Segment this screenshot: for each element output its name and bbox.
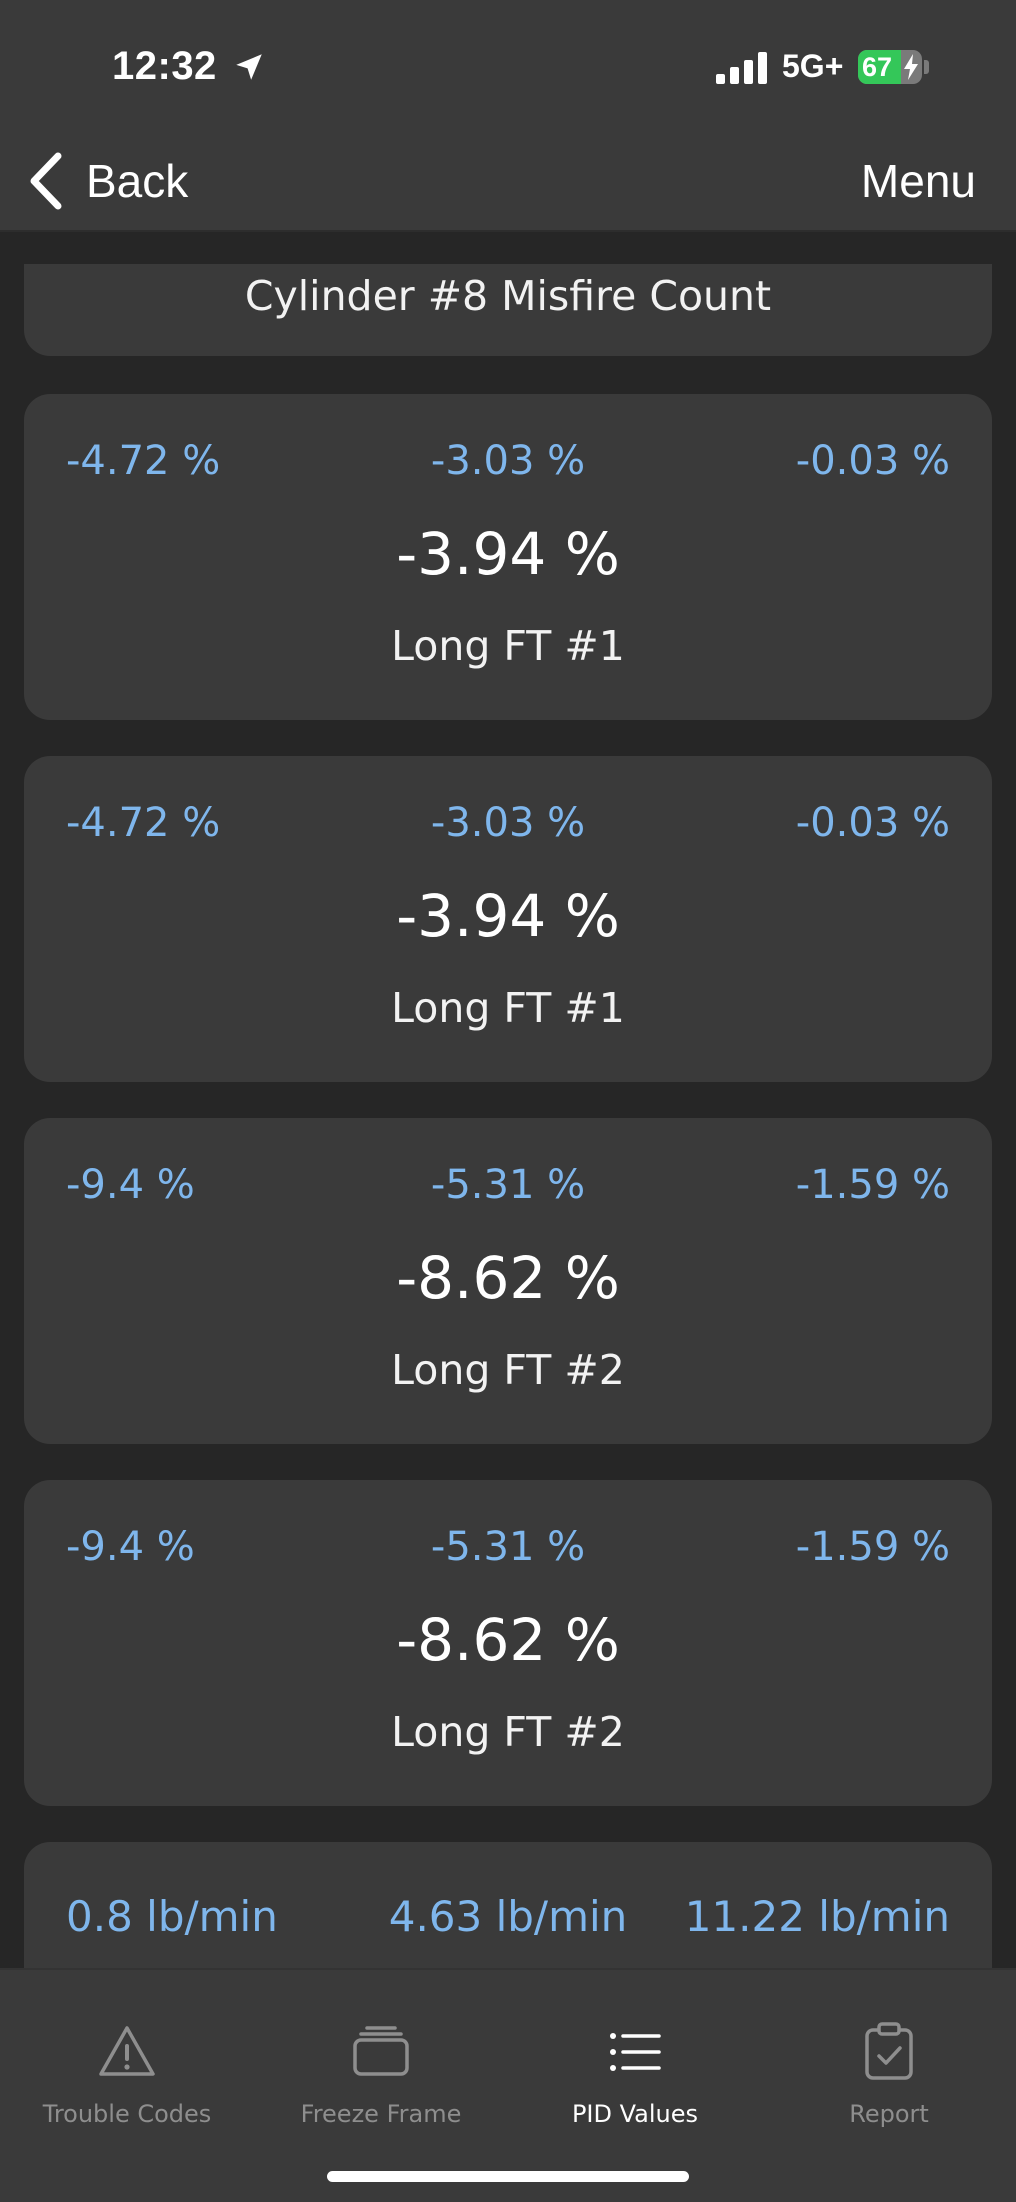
battery-cap xyxy=(924,60,929,74)
battery-indicator: 67 xyxy=(858,50,922,84)
charging-bolt-icon xyxy=(904,54,918,80)
warning-triangle-icon xyxy=(99,2026,155,2076)
battery-level: 67 xyxy=(862,52,893,82)
network-type: 5G+ xyxy=(782,48,844,84)
tab-label: Trouble Codes xyxy=(42,2100,212,2128)
pid-avg-value: 4.63 lb/min xyxy=(388,1892,628,1941)
tab-trouble-codes[interactable]: Trouble Codes xyxy=(0,1970,254,2140)
pid-card[interactable]: -9.4 % -5.31 % -1.59 % -8.62 % Long FT #… xyxy=(24,1480,992,1806)
stacked-frames-icon xyxy=(353,2026,409,2076)
pid-name: Long FT #1 xyxy=(391,984,625,1032)
pid-min-value: -4.72 % xyxy=(66,438,221,484)
clipboard-check-icon xyxy=(865,2022,913,2080)
tab-pid-values[interactable]: PID Values xyxy=(508,1970,762,2140)
status-time: 12:32 xyxy=(112,44,217,88)
pid-avg-value: -3.03 % xyxy=(430,438,586,484)
tab-bar: Trouble Codes Freeze Frame PID Values Re… xyxy=(0,1968,1016,2202)
pid-name: Long FT #1 xyxy=(391,622,625,670)
pid-card[interactable]: -4.72 % -3.03 % -0.03 % -3.94 % Long FT … xyxy=(24,756,992,1082)
pid-max-value: -0.03 % xyxy=(795,438,950,484)
pid-max-value: -1.59 % xyxy=(795,1524,950,1570)
pid-card[interactable]: -4.72 % -3.03 % -0.03 % -3.94 % Long FT … xyxy=(24,394,992,720)
pid-max-value: -1.59 % xyxy=(795,1162,950,1208)
tab-freeze-frame[interactable]: Freeze Frame xyxy=(254,1970,508,2140)
pid-card[interactable]: -9.4 % -5.31 % -1.59 % -8.62 % Long FT #… xyxy=(24,1118,992,1444)
battery-fill xyxy=(858,50,901,84)
pid-card-partial-bottom[interactable]: 0.8 lb/min 4.63 lb/min 11.22 lb/min xyxy=(24,1842,992,1968)
list-icon xyxy=(610,2033,661,2071)
back-label: Back xyxy=(86,155,189,207)
back-button[interactable]: Back xyxy=(28,146,188,216)
pid-min-value: -9.4 % xyxy=(66,1162,195,1208)
pid-current-value: -3.94 % xyxy=(396,520,620,588)
navigation-bar: Back Menu xyxy=(0,136,1016,232)
signal-bars-icon xyxy=(716,52,767,84)
pid-current-value: -3.94 % xyxy=(396,882,620,950)
pid-min-value: -9.4 % xyxy=(66,1524,195,1570)
tab-report[interactable]: Report xyxy=(762,1970,1016,2140)
pid-current-value: -8.62 % xyxy=(396,1244,620,1312)
pid-card-partial-top[interactable]: Cylinder #8 Misfire Count xyxy=(24,264,992,356)
menu-button[interactable]: Menu xyxy=(860,155,976,207)
pid-name: Long FT #2 xyxy=(391,1346,625,1394)
chevron-left-icon xyxy=(30,152,62,210)
pid-current-value: -8.62 % xyxy=(396,1606,620,1674)
pid-avg-value: -3.03 % xyxy=(430,800,586,846)
pid-avg-value: -5.31 % xyxy=(430,1162,586,1208)
location-arrow-icon xyxy=(236,54,262,80)
pid-max-value: 11.22 lb/min xyxy=(684,1892,950,1941)
tab-label: Report xyxy=(849,2100,929,2128)
home-indicator[interactable] xyxy=(327,2171,689,2182)
pid-list[interactable]: Cylinder #8 Misfire Count -4.72 % -3.03 … xyxy=(0,232,1016,1968)
pid-min-value: -4.72 % xyxy=(66,800,221,846)
pid-avg-value: -5.31 % xyxy=(430,1524,586,1570)
status-bar: 12:32 5G+ 67 xyxy=(0,0,1016,136)
pid-name: Long FT #2 xyxy=(391,1708,625,1756)
tab-label: PID Values xyxy=(571,2100,699,2128)
tab-label: Freeze Frame xyxy=(300,2100,462,2128)
pid-max-value: -0.03 % xyxy=(795,800,950,846)
pid-name: Cylinder #8 Misfire Count xyxy=(244,272,772,320)
pid-min-value: 0.8 lb/min xyxy=(66,1892,278,1941)
